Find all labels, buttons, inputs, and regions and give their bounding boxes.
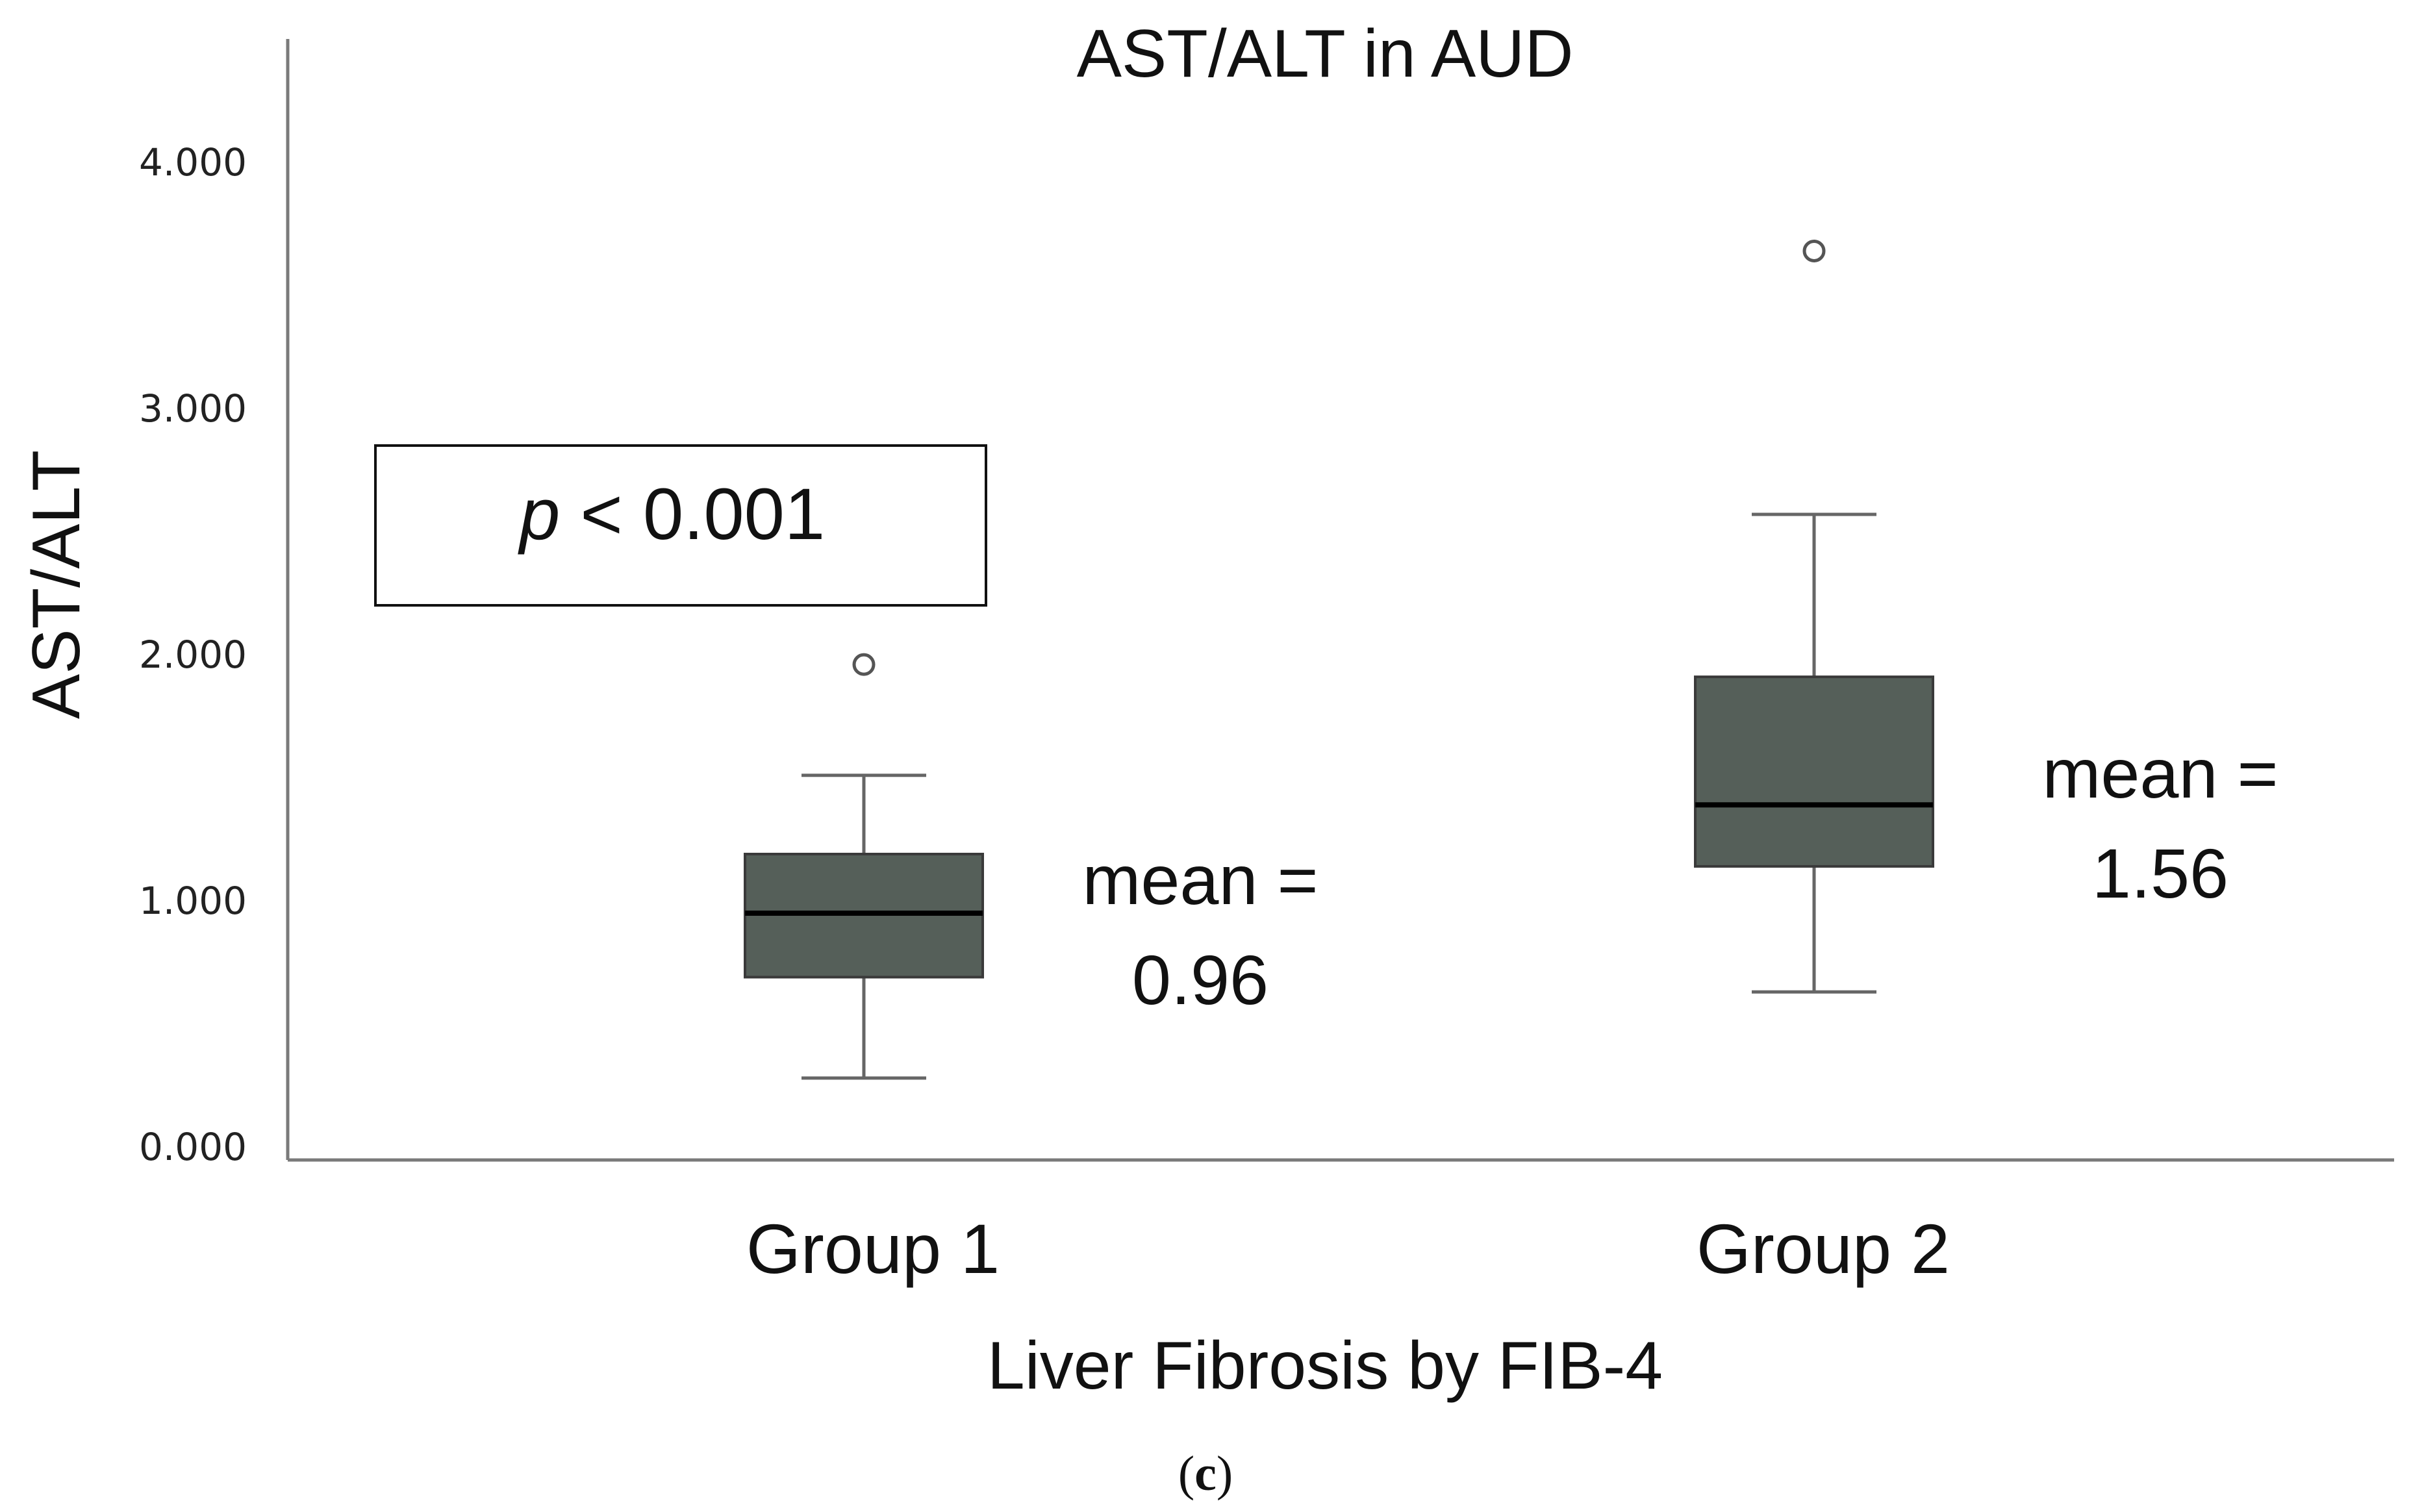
outlier-point — [1802, 239, 1826, 262]
y-tick-label: 1.000 — [139, 879, 247, 923]
p-comparison: < 0.001 — [560, 473, 825, 555]
y-tick-label: 0.000 — [139, 1125, 247, 1169]
p-value-text: p < 0.001 — [518, 473, 825, 555]
panel-label: (c) — [1178, 1446, 1233, 1501]
panel-label-open: ( — [1178, 1446, 1194, 1501]
panel-label-letter: c — [1194, 1446, 1217, 1501]
y-tick-label: 3.000 — [139, 386, 247, 431]
iqr-box — [1694, 675, 1934, 868]
outlier-point — [852, 653, 876, 676]
chart-title: AST/ALT in AUD — [1077, 16, 1574, 92]
box-group-2: mean = 1.56 — [1694, 239, 2278, 994]
p-value-frame — [374, 444, 987, 607]
mean-annotation-line1: mean = — [1082, 840, 1318, 919]
mean-annotation-line2: 1.56 — [2092, 834, 2228, 913]
x-category-labels: Group 1 Group 2 — [746, 1209, 1950, 1288]
mean-annotation-line2: 0.96 — [1132, 940, 1269, 1019]
x-category-label: Group 1 — [746, 1209, 1000, 1288]
y-axis-label: AST/ALT — [19, 450, 94, 719]
x-axis-label: Liver Fibrosis by FIB-4 — [987, 1328, 1663, 1404]
y-tick-label: 4.000 — [139, 140, 247, 184]
y-tick-label: 2.000 — [139, 633, 247, 677]
y-tick-labels: 0.000 1.000 2.000 3.000 4.000 — [139, 140, 247, 1169]
panel-label-close: ) — [1217, 1446, 1233, 1501]
x-category-label: Group 2 — [1697, 1209, 1950, 1288]
mean-annotation-line1: mean = — [2042, 734, 2278, 813]
p-value-box: p < 0.001 — [374, 444, 987, 607]
p-symbol: p — [518, 473, 560, 555]
box-group-1: mean = 0.96 — [744, 653, 1319, 1080]
boxes-layer: mean = 0.96 mean = 1.56 — [744, 239, 2278, 1080]
